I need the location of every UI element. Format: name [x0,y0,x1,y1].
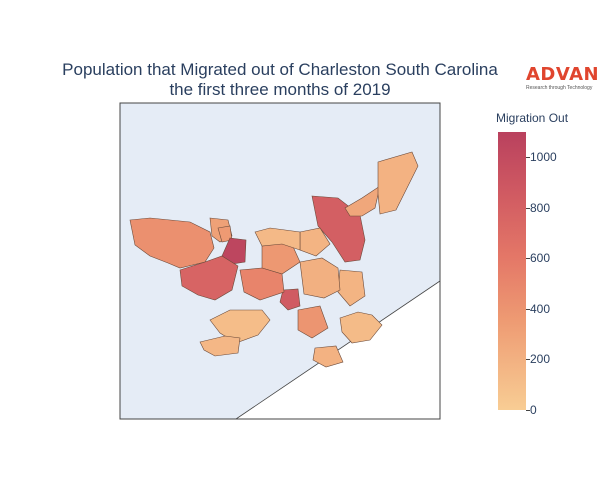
tract-north-east-thin[interactable] [344,185,381,217]
colorbar-tick-label: 800 [530,200,551,215]
title-line-2: the first three months of 2019 [169,80,391,99]
title-line-1: Population that Migrated out of Charlest… [62,60,498,79]
tract-north-east-top[interactable] [377,151,419,215]
colorbar-title: Migration Out [496,111,569,125]
colorbar-tick-label: 600 [530,251,551,266]
map-frame [119,102,441,420]
colorbar-tick-mark [526,258,530,260]
tract-downtown-red[interactable] [279,288,301,311]
map-area [120,103,440,419]
logo-brand: ADVAN [526,64,600,85]
colorbar-tick-label: 400 [530,301,551,316]
colorbar [498,132,526,410]
colorbar-tick-mark [526,410,530,411]
tract-south-tip[interactable] [312,345,344,368]
colorbar-tick-label: 1000 [530,150,557,165]
advan-logo: ADVAN Research through Technology [526,64,600,92]
tract-west-lower[interactable] [179,255,239,301]
tract-peninsula-dark[interactable] [221,237,247,265]
tract-downtown-b[interactable] [239,267,285,301]
tract-south-west-lower[interactable] [199,335,241,357]
colorbar-tick-mark [526,207,530,209]
map-title: Population that Migrated out of Charlest… [20,60,540,100]
colorbar-tick-mark [526,157,530,159]
colorbar-tick-mark [526,359,530,361]
tract-south-island[interactable] [339,311,383,344]
tract-james-island[interactable] [297,305,329,339]
colorbar-tick-mark [526,308,530,310]
tract-north-strip[interactable] [254,227,301,251]
logo-tagline: Research through Technology [526,85,593,91]
tract-south-west[interactable] [209,309,271,344]
tracts-layer [129,151,419,368]
colorbar-tick-label: 0 [530,403,537,417]
colorbar-tick-label: 200 [530,352,551,367]
tract-downtown-c[interactable] [299,257,341,299]
